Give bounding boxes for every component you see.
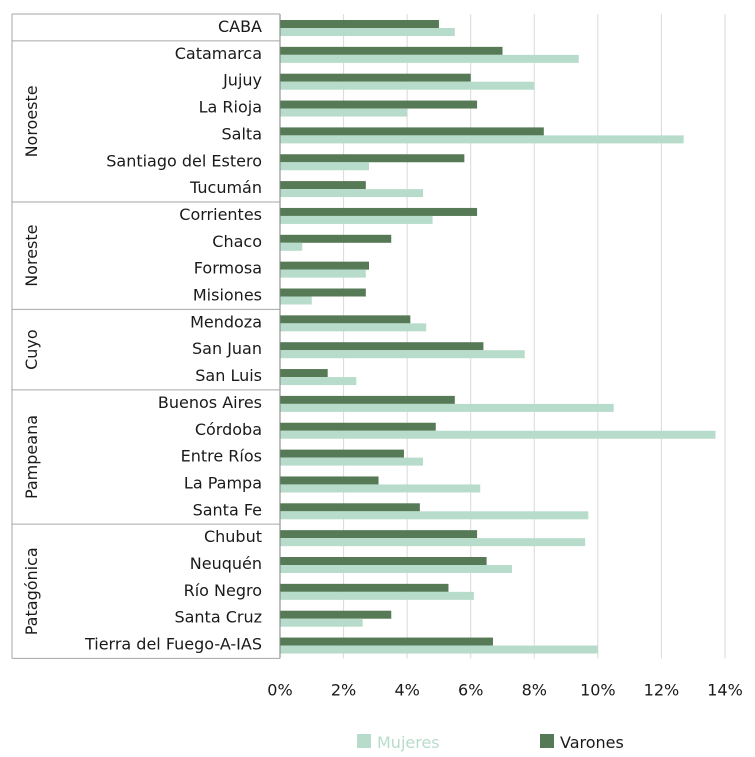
x-tick-label: 14% [707, 680, 743, 699]
category-label: Tucumán [189, 178, 262, 197]
category-label: Formosa [194, 259, 262, 278]
bar-varones [280, 100, 478, 109]
bar-varones [280, 583, 449, 592]
category-label: CABA [218, 17, 262, 36]
category-label: Entre Ríos [181, 447, 262, 466]
category-label: San Luis [195, 366, 262, 385]
legend: Mujeres Varones [357, 733, 624, 752]
bar-varones [280, 154, 465, 163]
category-label: Buenos Aires [158, 393, 262, 412]
gridlines [343, 14, 726, 659]
category-labels: CABA Catamarca Jujuy La Rioja Salta Santiago … [84, 17, 262, 654]
bar-mujeres [280, 591, 474, 600]
x-tick-label: 10% [580, 680, 616, 699]
x-tick-label: 2% [331, 680, 356, 699]
bar-mujeres [280, 377, 357, 386]
category-label: La Pampa [184, 473, 262, 492]
category-label: Santiago del Estero [106, 151, 262, 170]
group-labels: Noroeste Noreste Cuyo Pampeana Patagónica [22, 85, 41, 635]
bar-mujeres [280, 269, 366, 278]
group-label: Pampeana [22, 415, 41, 499]
bar-varones [280, 261, 369, 270]
bars [280, 20, 716, 654]
axes [11, 13, 281, 659]
bar-mujeres [280, 242, 303, 251]
bar-varones [280, 20, 439, 28]
bar-mujeres [280, 403, 614, 412]
x-tick-label: 12% [644, 680, 680, 699]
bar-varones [280, 73, 471, 82]
bar-varones [280, 476, 379, 485]
category-label: Catamarca [175, 44, 262, 63]
category-label: San Juan [192, 339, 262, 358]
legend-label: Mujeres [377, 733, 440, 752]
x-tick-labels: 0% 2% 4% 6% 8% 10% 12% 14% [267, 680, 742, 699]
group-label: Noroeste [22, 85, 41, 157]
bar-mujeres [280, 484, 481, 493]
category-label: Santa Cruz [174, 608, 262, 627]
category-label: La Rioja [199, 98, 262, 117]
bar-mujeres [280, 323, 427, 332]
legend-swatch [357, 734, 371, 748]
bar-mujeres [280, 457, 424, 466]
bar-varones [280, 127, 544, 136]
category-label: Misiones [193, 286, 262, 305]
legend-swatch [540, 734, 554, 748]
bar-varones [280, 342, 484, 351]
bar-varones [280, 234, 392, 243]
bar-varones [280, 395, 455, 404]
bar-varones [280, 557, 487, 565]
category-label: Salta [222, 124, 262, 143]
x-tick-label: 0% [267, 680, 292, 699]
category-label: Mendoza [190, 312, 262, 331]
group-label: Cuyo [22, 329, 41, 370]
x-tick-label: 8% [522, 680, 547, 699]
bar-varones [280, 503, 420, 512]
bar-mujeres [280, 618, 363, 627]
bar-varones [280, 449, 404, 458]
legend-label: Varones [560, 733, 624, 752]
bar-varones [280, 369, 328, 378]
bar-mujeres [280, 54, 579, 63]
bar-varones [280, 422, 436, 431]
bar-mujeres [280, 135, 684, 144]
category-label: Río Negro [184, 581, 262, 600]
category-label: Chubut [204, 527, 262, 546]
group-label: Patagónica [22, 547, 41, 635]
bar-mujeres [280, 108, 408, 117]
bar-mujeres [280, 565, 513, 573]
bar-varones [280, 315, 411, 324]
bar-mujeres [280, 162, 369, 171]
bar-mujeres [280, 645, 598, 654]
category-label: Jujuy [222, 71, 262, 90]
category-label: Neuquén [190, 554, 262, 573]
bar-varones [280, 288, 366, 297]
category-label: Chaco [212, 232, 262, 251]
bar-mujeres [280, 430, 716, 439]
x-tick-label: 6% [458, 680, 483, 699]
bar-mujeres [280, 538, 586, 547]
bar-mujeres [280, 350, 525, 359]
bar-varones [280, 637, 493, 646]
bar-varones [280, 610, 392, 619]
bar-mujeres [280, 81, 535, 90]
group-label: Noreste [22, 225, 41, 287]
x-tick-label: 4% [394, 680, 419, 699]
bar-mujeres [280, 511, 589, 520]
bar-varones [280, 207, 478, 216]
bar-varones [280, 46, 503, 55]
category-label: Santa Fe [193, 500, 262, 519]
bar-mujeres [280, 296, 312, 305]
bar-varones [280, 530, 478, 539]
bar-varones [280, 181, 366, 190]
bar-mujeres [280, 215, 433, 224]
bar-mujeres [280, 28, 455, 36]
bar-mujeres [280, 189, 424, 198]
category-label: Córdoba [195, 420, 262, 439]
category-label: Tierra del Fuego-A-IAS [84, 635, 262, 654]
category-label: Corrientes [179, 205, 262, 224]
